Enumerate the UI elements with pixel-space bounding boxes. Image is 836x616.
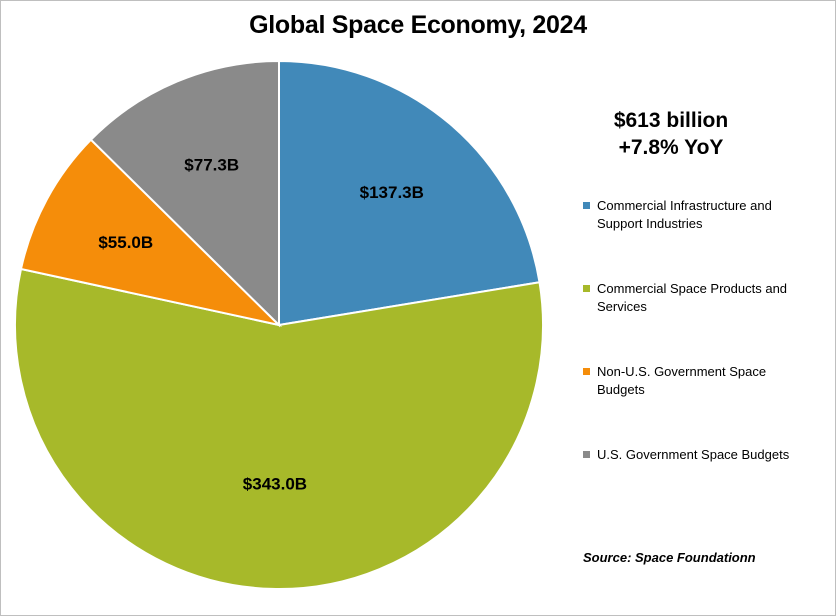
legend-swatch xyxy=(583,451,590,458)
legend-label: Non-U.S. Government Space Budgets xyxy=(597,364,767,397)
slice-value-label: $77.3B xyxy=(184,155,239,174)
legend-item: Non-U.S. Government Space Budgets xyxy=(583,363,823,446)
slice-value-label: $55.0B xyxy=(98,233,153,252)
pie-slice xyxy=(14,267,544,591)
pie-slice xyxy=(278,59,541,327)
legend: Commercial Infrastructure and Support In… xyxy=(583,197,823,529)
legend-swatch xyxy=(583,202,590,209)
slice-value-label: $343.0B xyxy=(243,474,307,493)
legend-swatch xyxy=(583,285,590,292)
legend-label: Commercial Space Products and Services xyxy=(597,281,788,314)
pie-slice xyxy=(19,138,283,327)
legend-item: U.S. Government Space Budgets xyxy=(583,446,823,529)
summary-box: $613 billion +7.8% YoY xyxy=(561,107,781,161)
pie-slice xyxy=(89,59,280,328)
legend-item: Commercial Space Products and Services xyxy=(583,280,823,363)
summary-growth: +7.8% YoY xyxy=(618,136,724,159)
legend-label: Commercial Infrastructure and Support In… xyxy=(597,198,772,231)
source-note: Source: Space Foundationn xyxy=(583,550,756,565)
summary-total: $613 billion xyxy=(613,109,729,132)
legend-swatch xyxy=(583,368,590,375)
legend-label: U.S. Government Space Budgets xyxy=(597,447,790,462)
slice-value-label: $137.3B xyxy=(360,183,424,202)
chart-title: Global Space Economy, 2024 xyxy=(249,11,587,39)
legend-item: Commercial Infrastructure and Support In… xyxy=(583,197,823,280)
